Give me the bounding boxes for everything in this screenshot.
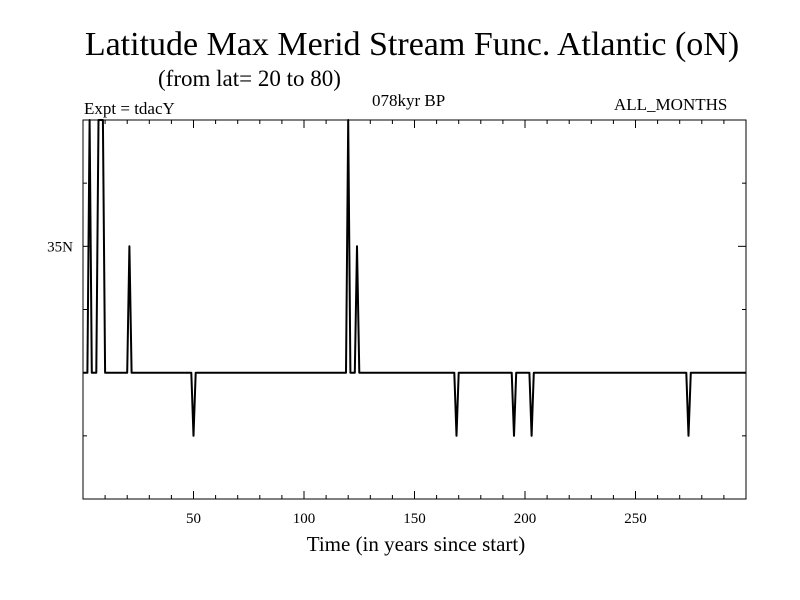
x-tick-label: 100: [293, 511, 316, 527]
period-label: 078kyr BP: [372, 91, 446, 110]
plot-frame: [82, 119, 747, 500]
series-line: [83, 119, 746, 437]
x-tick-label: 50: [186, 511, 201, 527]
x-tick-label: 200: [514, 511, 537, 527]
x-tick-label: 250: [624, 511, 647, 527]
series-group: [83, 119, 746, 437]
x-axis-label: Time (in years since start): [306, 532, 526, 556]
y-tick-label: 35N: [47, 239, 73, 255]
months-label: ALL_MONTHS: [614, 95, 728, 114]
x-tick-label: 150: [403, 511, 426, 527]
chart-subtitle: (from lat= 20 to 80): [158, 66, 341, 91]
experiment-label: Expt = tdacY: [84, 99, 175, 118]
chart-title: Latitude Max Merid Stream Func. Atlantic…: [84, 26, 740, 63]
axis-ticks: 50 100 150 200 250 35N: [47, 120, 746, 527]
